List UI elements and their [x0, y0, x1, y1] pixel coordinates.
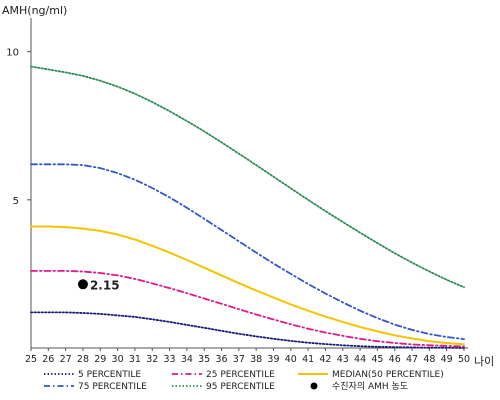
x-tick-label: 43 [337, 354, 349, 365]
x-tick-label: 27 [60, 354, 72, 365]
x-axis-label: 나이 [474, 355, 494, 368]
x-tick-label: 26 [42, 354, 54, 365]
x-tick-label: 32 [146, 354, 158, 365]
patient-point-group: 2.15 [77, 278, 120, 292]
x-tick-label: 28 [77, 354, 89, 365]
x-tick-label: 36 [215, 354, 227, 365]
series-line-p25 [30, 269, 465, 348]
x-tick-label: 49 [441, 354, 453, 365]
x-tick-label: 31 [129, 354, 141, 365]
x-tick-label: 44 [354, 354, 366, 365]
legend-label-p50: MEDIAN(50 PERCENTILE) [332, 370, 444, 380]
series-line-p75 [30, 163, 465, 341]
series-lines [30, 65, 465, 349]
x-tick-label: 30 [112, 354, 124, 365]
legend-label-p5: 5 PERCENTILE [78, 370, 141, 380]
y-tick-label: 5 [13, 196, 19, 207]
x-tick-label: 25 [25, 354, 37, 365]
x-tick-label: 48 [423, 354, 435, 365]
axes: 5 10 25 26 27 28 29 30 31 32 33 34 35 36 37 38 39 40 41 42 4… [6, 18, 470, 365]
series-line-p5 [30, 311, 465, 349]
patient-amh-value-label: 2.15 [90, 278, 120, 292]
series-line-p95 [30, 65, 465, 289]
x-tick-label: 41 [302, 354, 314, 365]
y-tick-label: 10 [6, 48, 19, 59]
x-tick-label: 47 [406, 354, 418, 365]
x-tick-label: 33 [164, 354, 176, 365]
x-tick-label: 29 [94, 354, 106, 365]
series-line-p50 [30, 225, 465, 346]
patient-amh-point [77, 279, 88, 290]
x-tick-label: 42 [319, 354, 331, 365]
x-tick-label: 38 [250, 354, 262, 365]
legend-label-patient: 수진자의 AMH 농도 [332, 381, 408, 392]
x-tick-label: 35 [198, 354, 210, 365]
x-tick-label: 37 [233, 354, 245, 365]
x-tick-label: 45 [371, 354, 383, 365]
x-tick-label: 40 [285, 354, 297, 365]
legend: 5 PERCENTILE 25 PERCENTILE MEDIAN(50 PERCE… [44, 370, 444, 392]
legend-label-p95: 95 PERCENTILE [206, 382, 275, 392]
legend-label-p75: 75 PERCENTILE [78, 382, 147, 392]
x-tick-label: 34 [181, 354, 193, 365]
x-tick-label: 39 [267, 354, 279, 365]
x-tick-label: 50 [458, 354, 470, 365]
y-axis-label: AMH(ng/ml) [2, 4, 67, 17]
legend-marker-patient [310, 382, 318, 390]
legend-label-p25: 25 PERCENTILE [206, 370, 275, 380]
x-tick-label: 46 [389, 354, 401, 365]
